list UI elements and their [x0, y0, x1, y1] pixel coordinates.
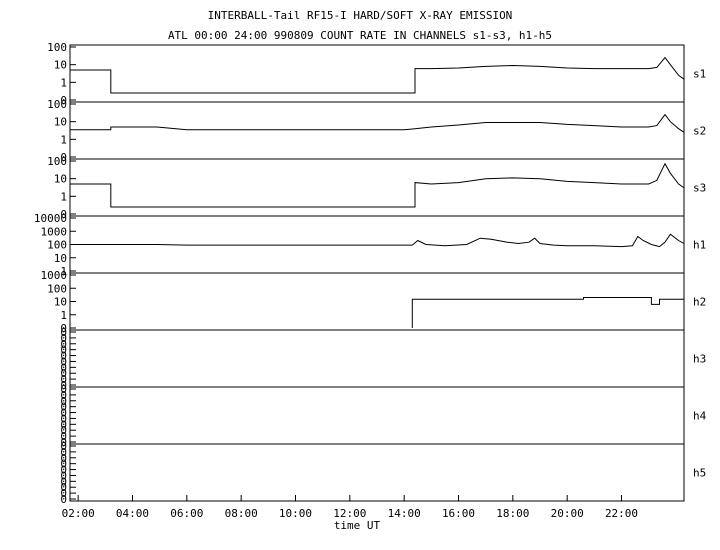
x-tick-label: 14:00: [388, 507, 421, 520]
y-tick-label: 0: [60, 412, 67, 425]
y-tick-label: 1000: [41, 269, 68, 282]
y-tick-label: 0: [60, 493, 67, 506]
y-tick-label: 0: [60, 430, 67, 443]
x-tick-label: 08:00: [225, 507, 258, 520]
y-tick-label: 0: [60, 418, 67, 431]
y-tick-label: 0: [60, 475, 67, 488]
y-tick-label: 0: [60, 424, 67, 437]
channel-label-h3: h3: [693, 353, 706, 366]
y-tick-label: 10: [54, 173, 67, 186]
y-tick-label: 0: [60, 401, 67, 414]
y-tick-label: 1: [60, 190, 67, 203]
y-tick-label: 0: [60, 407, 67, 420]
x-tick-label: 06:00: [170, 507, 203, 520]
x-axis-label: time UT: [334, 519, 381, 532]
channel-label-h5: h5: [693, 467, 706, 480]
channel-label-h4: h4: [693, 410, 707, 423]
chart-title: INTERBALL-Tail RF15-I HARD/SOFT X-RAY EM…: [207, 9, 513, 22]
y-tick-label: 0: [60, 355, 67, 368]
y-tick-label: 0: [60, 332, 67, 345]
y-tick-label: 100: [47, 41, 67, 54]
y-tick-label: 0: [60, 350, 67, 363]
y-tick-label: 0: [60, 322, 67, 335]
y-tick-label: 0: [60, 487, 67, 500]
panel-s1: 0 1 10 100 s1: [47, 41, 706, 107]
x-tick-label: 22:00: [605, 507, 638, 520]
y-tick-label: 0: [60, 344, 67, 357]
channel-label-s2: s2: [693, 125, 706, 138]
series-line-h2: [411, 297, 684, 328]
x-tick-label: 10:00: [279, 507, 312, 520]
y-tick-label: 100: [47, 155, 67, 168]
y-tick-label: 0: [60, 383, 67, 396]
y-tick-label: 1: [60, 76, 67, 89]
y-tick-label: 0: [60, 367, 67, 380]
x-tick-label: 12:00: [333, 507, 366, 520]
y-tick-label: 10: [54, 252, 67, 265]
y-tick-label: 0: [60, 395, 67, 408]
y-tick-label: 0: [60, 452, 67, 465]
y-tick-label: 10000: [34, 212, 67, 225]
y-tick-label: 0: [60, 469, 67, 482]
channel-label-h1: h1: [693, 239, 706, 252]
series-line-s2: [70, 113, 685, 133]
y-tick-label: 0: [60, 94, 67, 107]
series-line-s3: [70, 162, 685, 208]
chart-subtitle: ATL 00:00 24:00 990809 COUNT RATE IN CHA…: [167, 29, 553, 42]
y-tick-label: 0: [60, 151, 67, 164]
y-tick-label: 10: [54, 296, 67, 309]
y-tick-label: 100: [47, 98, 67, 111]
y-tick-label: 0: [60, 326, 67, 339]
y-tick-label: 0: [60, 379, 67, 392]
y-tick-label: 0: [60, 361, 67, 374]
x-tick-label: 18:00: [496, 507, 529, 520]
y-tick-label: 10: [54, 116, 67, 129]
series-line-s1: [70, 56, 685, 94]
series-line-h1: [70, 233, 685, 248]
channel-label-s3: s3: [693, 182, 706, 195]
y-tick-label: 0: [60, 373, 67, 386]
y-tick-label: 100: [47, 239, 67, 252]
y-tick-label: 1: [60, 265, 67, 278]
x-tick-label: 02:00: [62, 507, 95, 520]
y-tick-label: 0: [60, 338, 67, 351]
y-tick-label: 10: [54, 59, 67, 72]
y-tick-label: 0: [60, 458, 67, 471]
y-tick-label: 0: [60, 389, 67, 402]
y-tick-label: 0: [60, 481, 67, 494]
y-tick-label: 0: [60, 440, 67, 453]
x-tick-label: 04:00: [116, 507, 149, 520]
x-tick-label: 20:00: [551, 507, 584, 520]
y-tick-label: 0: [60, 464, 67, 477]
y-tick-label: 1: [60, 309, 67, 322]
y-tick-label: 100: [47, 282, 67, 295]
channel-label-s1: s1: [693, 68, 706, 81]
y-tick-label: 0: [60, 446, 67, 459]
y-tick-label: 1: [60, 133, 67, 146]
channel-label-h2: h2: [693, 296, 706, 309]
panel-s3: 0 1 10 100 s3: [47, 155, 706, 221]
y-tick-label: 0: [60, 208, 67, 221]
panel-s2: 0 1 10 100 s2: [47, 98, 706, 164]
x-tick-label: 16:00: [442, 507, 475, 520]
y-tick-label: 0: [60, 436, 67, 449]
y-tick-label: 1000: [41, 225, 68, 238]
